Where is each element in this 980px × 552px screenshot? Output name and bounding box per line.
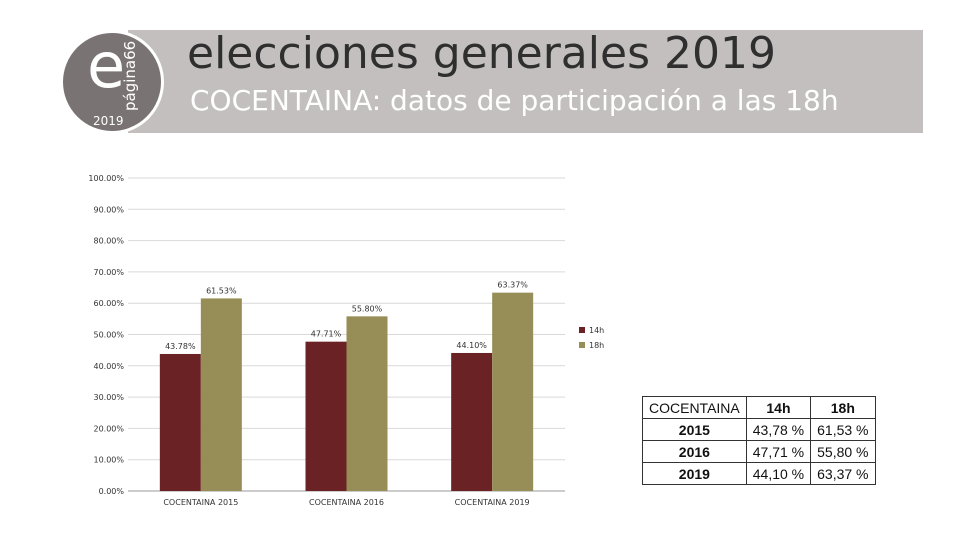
legend-label: 18h: [589, 341, 604, 350]
table-cell-year: 2015: [642, 418, 747, 441]
y-tick-label: 10.00%: [93, 456, 124, 465]
y-tick-label: 40.00%: [93, 362, 124, 371]
data-label: 43.78%: [165, 342, 196, 351]
y-tick-label: 0.00%: [99, 487, 125, 496]
data-label: 44.10%: [456, 341, 487, 350]
legend-swatch-18h: [579, 342, 585, 348]
x-tick-label: COCENTAINA 2016: [309, 498, 384, 507]
bar-14h-1: [159, 353, 201, 491]
header-banner: [128, 30, 923, 133]
table-cell-18h: 61,53 %: [810, 418, 876, 441]
table-header-municipality: COCENTAINA: [642, 396, 747, 419]
table-header-row: COCENTAINA 14h 18h: [642, 396, 876, 419]
y-tick-label: 50.00%: [93, 331, 124, 340]
y-tick-label: 20.00%: [93, 424, 124, 433]
bar-14h-2: [305, 341, 347, 491]
table-cell-year: 2016: [642, 440, 747, 463]
x-tick-label: COCENTAINA 2015: [163, 498, 238, 507]
bar-18h-3: [492, 292, 534, 491]
legend-swatch-14h: [579, 327, 585, 333]
data-label: 55.80%: [352, 304, 383, 313]
page-subtitle: COCENTAINA: datos de participación a las…: [190, 84, 839, 117]
logo-letter: e: [87, 29, 126, 102]
table-header-14h: 14h: [745, 396, 812, 419]
y-tick-label: 80.00%: [93, 237, 124, 246]
bar-14h-3: [451, 352, 493, 491]
data-label: 63.37%: [497, 281, 528, 290]
data-label: 61.53%: [206, 286, 237, 295]
logo-year: 2019: [93, 114, 124, 128]
y-tick-label: 90.00%: [93, 205, 124, 214]
bar-18h-2: [346, 316, 388, 491]
x-tick-label: COCENTAINA 2019: [455, 498, 530, 507]
table-cell-18h: 63,37 %: [810, 462, 876, 485]
table-row: 2015 43,78 % 61,53 %: [642, 418, 876, 441]
y-tick-label: 60.00%: [93, 299, 124, 308]
legend-label: 14h: [589, 326, 604, 335]
table-cell-18h: 55,80 %: [810, 440, 876, 463]
table-cell-year: 2019: [642, 462, 747, 485]
page-title: elecciones generales 2019: [187, 28, 776, 79]
table-cell-14h: 44,10 %: [745, 462, 812, 485]
table-header-18h: 18h: [810, 396, 876, 419]
table-cell-14h: 43,78 %: [745, 418, 812, 441]
table-row: 2019 44,10 % 63,37 %: [642, 462, 876, 485]
y-tick-label: 70.00%: [93, 268, 124, 277]
participation-table: COCENTAINA 14h 18h 2015 43,78 % 61,53 % …: [642, 396, 876, 485]
table-cell-14h: 47,71 %: [745, 440, 812, 463]
y-tick-label: 30.00%: [93, 393, 124, 402]
data-label: 47.71%: [311, 330, 342, 339]
table-row: 2016 47,71 % 55,80 %: [642, 440, 876, 463]
pagina66-logo: e página66 2019: [60, 30, 164, 134]
bar-18h-1: [200, 298, 242, 491]
y-tick-label: 100.00%: [88, 174, 124, 183]
